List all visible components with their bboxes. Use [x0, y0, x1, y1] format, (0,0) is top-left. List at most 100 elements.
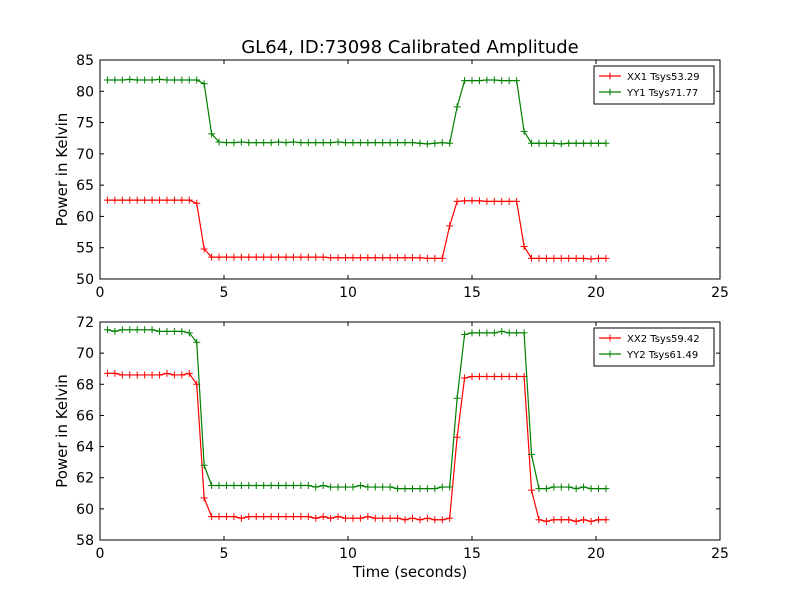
chart-1-series-1-point: [565, 483, 573, 491]
chart-1-series-0-point: [222, 513, 230, 521]
chart-1-series-1-point: [163, 327, 171, 335]
chart-0-legend-label-1: YY1 Tsys71.77: [626, 88, 698, 99]
chart-1-legend-label-1: YY2 Tsys61.49: [626, 350, 698, 361]
chart-0-series-0-point: [141, 196, 149, 204]
chart-1-y-axis-label: Power in Kelvin: [53, 374, 71, 488]
chart-0-series-0-point: [260, 253, 268, 261]
chart-1-series-1-point: [513, 329, 521, 337]
chart-1-series-0-point: [342, 514, 350, 522]
chart-1-x-tick-label: 0: [96, 546, 105, 562]
chart-1-series-1-point: [349, 483, 357, 491]
chart-1-series-0-point: [594, 516, 602, 524]
chart-1-series-1-point: [260, 482, 268, 489]
chart-0-series-1-point: [364, 139, 372, 147]
chart-0-series-0-point: [490, 197, 498, 205]
chart-0-series-1-point: [342, 139, 350, 147]
chart-1-legend-label-0: XX2 Tsys59.42: [627, 334, 700, 345]
chart-0-series-1-point: [156, 75, 164, 83]
chart-0-legend-marker-1: [606, 88, 614, 96]
chart-1-series-0-point: [535, 516, 543, 524]
chart-0-series-1-point: [275, 138, 283, 146]
chart-0-y-tick-label: 70: [76, 147, 94, 163]
top-panel: 0 5 10 15 20 25 50 55 60 65 70 75 80 85 Power in Kelvi…: [53, 53, 729, 301]
chart-1-y-tick-label: 70: [76, 346, 94, 362]
chart-1-series-0-point: [304, 513, 312, 521]
chart-1-x-tick-label: 15: [463, 546, 481, 562]
chart-1-legend-marker-0: [606, 334, 614, 342]
chart-0-series-1-point: [483, 76, 491, 84]
chart-1-series-1-point: [542, 485, 550, 493]
chart-1-series-1-point: [245, 482, 253, 489]
chart-1-series-1-point: [208, 482, 216, 489]
chart-0-series-1-point: [587, 139, 595, 147]
chart-1-series-1-point: [327, 483, 335, 491]
chart-1-series-1-point: [364, 483, 372, 491]
chart-0-series-0-point: [602, 254, 610, 262]
chart-1-legend-marker-1: [606, 350, 614, 358]
chart-1-series-1-point: [520, 329, 528, 337]
chart-0-series-1-point: [461, 77, 469, 85]
chart-1-series-0-point: [103, 369, 111, 377]
chart-0-series-0-point: [483, 197, 491, 205]
chart-0-series-1-point: [327, 139, 335, 147]
chart-0-series-1-point: [386, 139, 394, 147]
chart-0-series-0-point: [148, 196, 156, 204]
chart-1-series-1-point: [461, 330, 469, 338]
chart-0-series-0-point: [565, 254, 573, 262]
chart-0-x-tick-label: 15: [463, 285, 481, 301]
chart-1-series-0-point: [327, 514, 335, 522]
chart-1-series-0-point: [118, 371, 126, 379]
chart-0-series-1-point: [550, 139, 558, 147]
chart-1-series-0-point: [267, 513, 275, 521]
chart-1-series-0-point: [431, 516, 439, 524]
chart-1-series-0-point: [178, 371, 186, 379]
chart-0-series-1-point: [148, 76, 156, 84]
chart-1-series-0-point: [490, 373, 498, 380]
chart-0-series-0-point: [401, 254, 409, 262]
chart-1-series-0-point: [156, 371, 164, 379]
chart-1-series-0-point: [356, 514, 364, 522]
chart-1-series-1-point: [215, 482, 223, 489]
chart-1-series-0-point: [401, 516, 409, 524]
chart-1-series-0-point: [565, 516, 573, 524]
chart-1-series-0-point: [282, 513, 290, 521]
chart-1-series-1-point: [111, 327, 119, 335]
chart-1-series-0-point: [542, 517, 550, 525]
chart-0-series-1-point: [163, 76, 171, 84]
chart-1-series-1-point: [193, 338, 201, 346]
chart-1-series-0-point: [260, 513, 268, 521]
chart-0-x-tick-label: 0: [96, 285, 105, 301]
chart-0-series-0-point: [587, 255, 595, 263]
chart-0-series-1-point: [111, 76, 119, 84]
chart-1-series-0-point: [133, 371, 141, 379]
chart-0-series-1-point: [237, 138, 245, 146]
chart-0-series-0-point: [163, 196, 171, 204]
chart-0-series-1-point: [468, 77, 476, 85]
chart-1-series-1-point: [141, 326, 149, 334]
chart-1-series-1-point: [602, 485, 610, 493]
chart-0-series-1-point: [230, 139, 238, 147]
chart-0-series-0-point: [371, 254, 379, 262]
chart-0-series-1-point: [215, 138, 223, 146]
chart-0-x-tick-label: 10: [339, 285, 357, 301]
chart-0-series-0-point: [446, 222, 454, 230]
chart-1-series-0-point: [297, 513, 305, 521]
chart-0-series-0-point: [431, 254, 439, 262]
chart-0-series-0-point: [208, 253, 216, 261]
chart-1-series-0-point: [423, 514, 431, 522]
chart-1-series-1-point: [431, 485, 439, 493]
chart-0-series-1-point: [178, 76, 186, 84]
chart-0-series-0-point: [542, 254, 550, 262]
chart-0-series-0-point: [103, 196, 111, 204]
chart-1-series-0-point: [141, 371, 149, 379]
chart-0-series-0-point: [342, 254, 350, 262]
chart-0-x-tick-label: 25: [711, 285, 729, 301]
chart-0-series-1-point: [319, 139, 327, 147]
chart-0-series-0-point: [282, 253, 290, 261]
chart-1-series-1-point: [505, 329, 513, 337]
chart-0-series-1-point: [379, 139, 387, 147]
chart-1-series-1-point: [572, 485, 580, 493]
chart-1-legend: [593, 327, 715, 367]
chart-1-series-0-point: [148, 371, 156, 379]
chart-0-series-1-point: [118, 76, 126, 84]
